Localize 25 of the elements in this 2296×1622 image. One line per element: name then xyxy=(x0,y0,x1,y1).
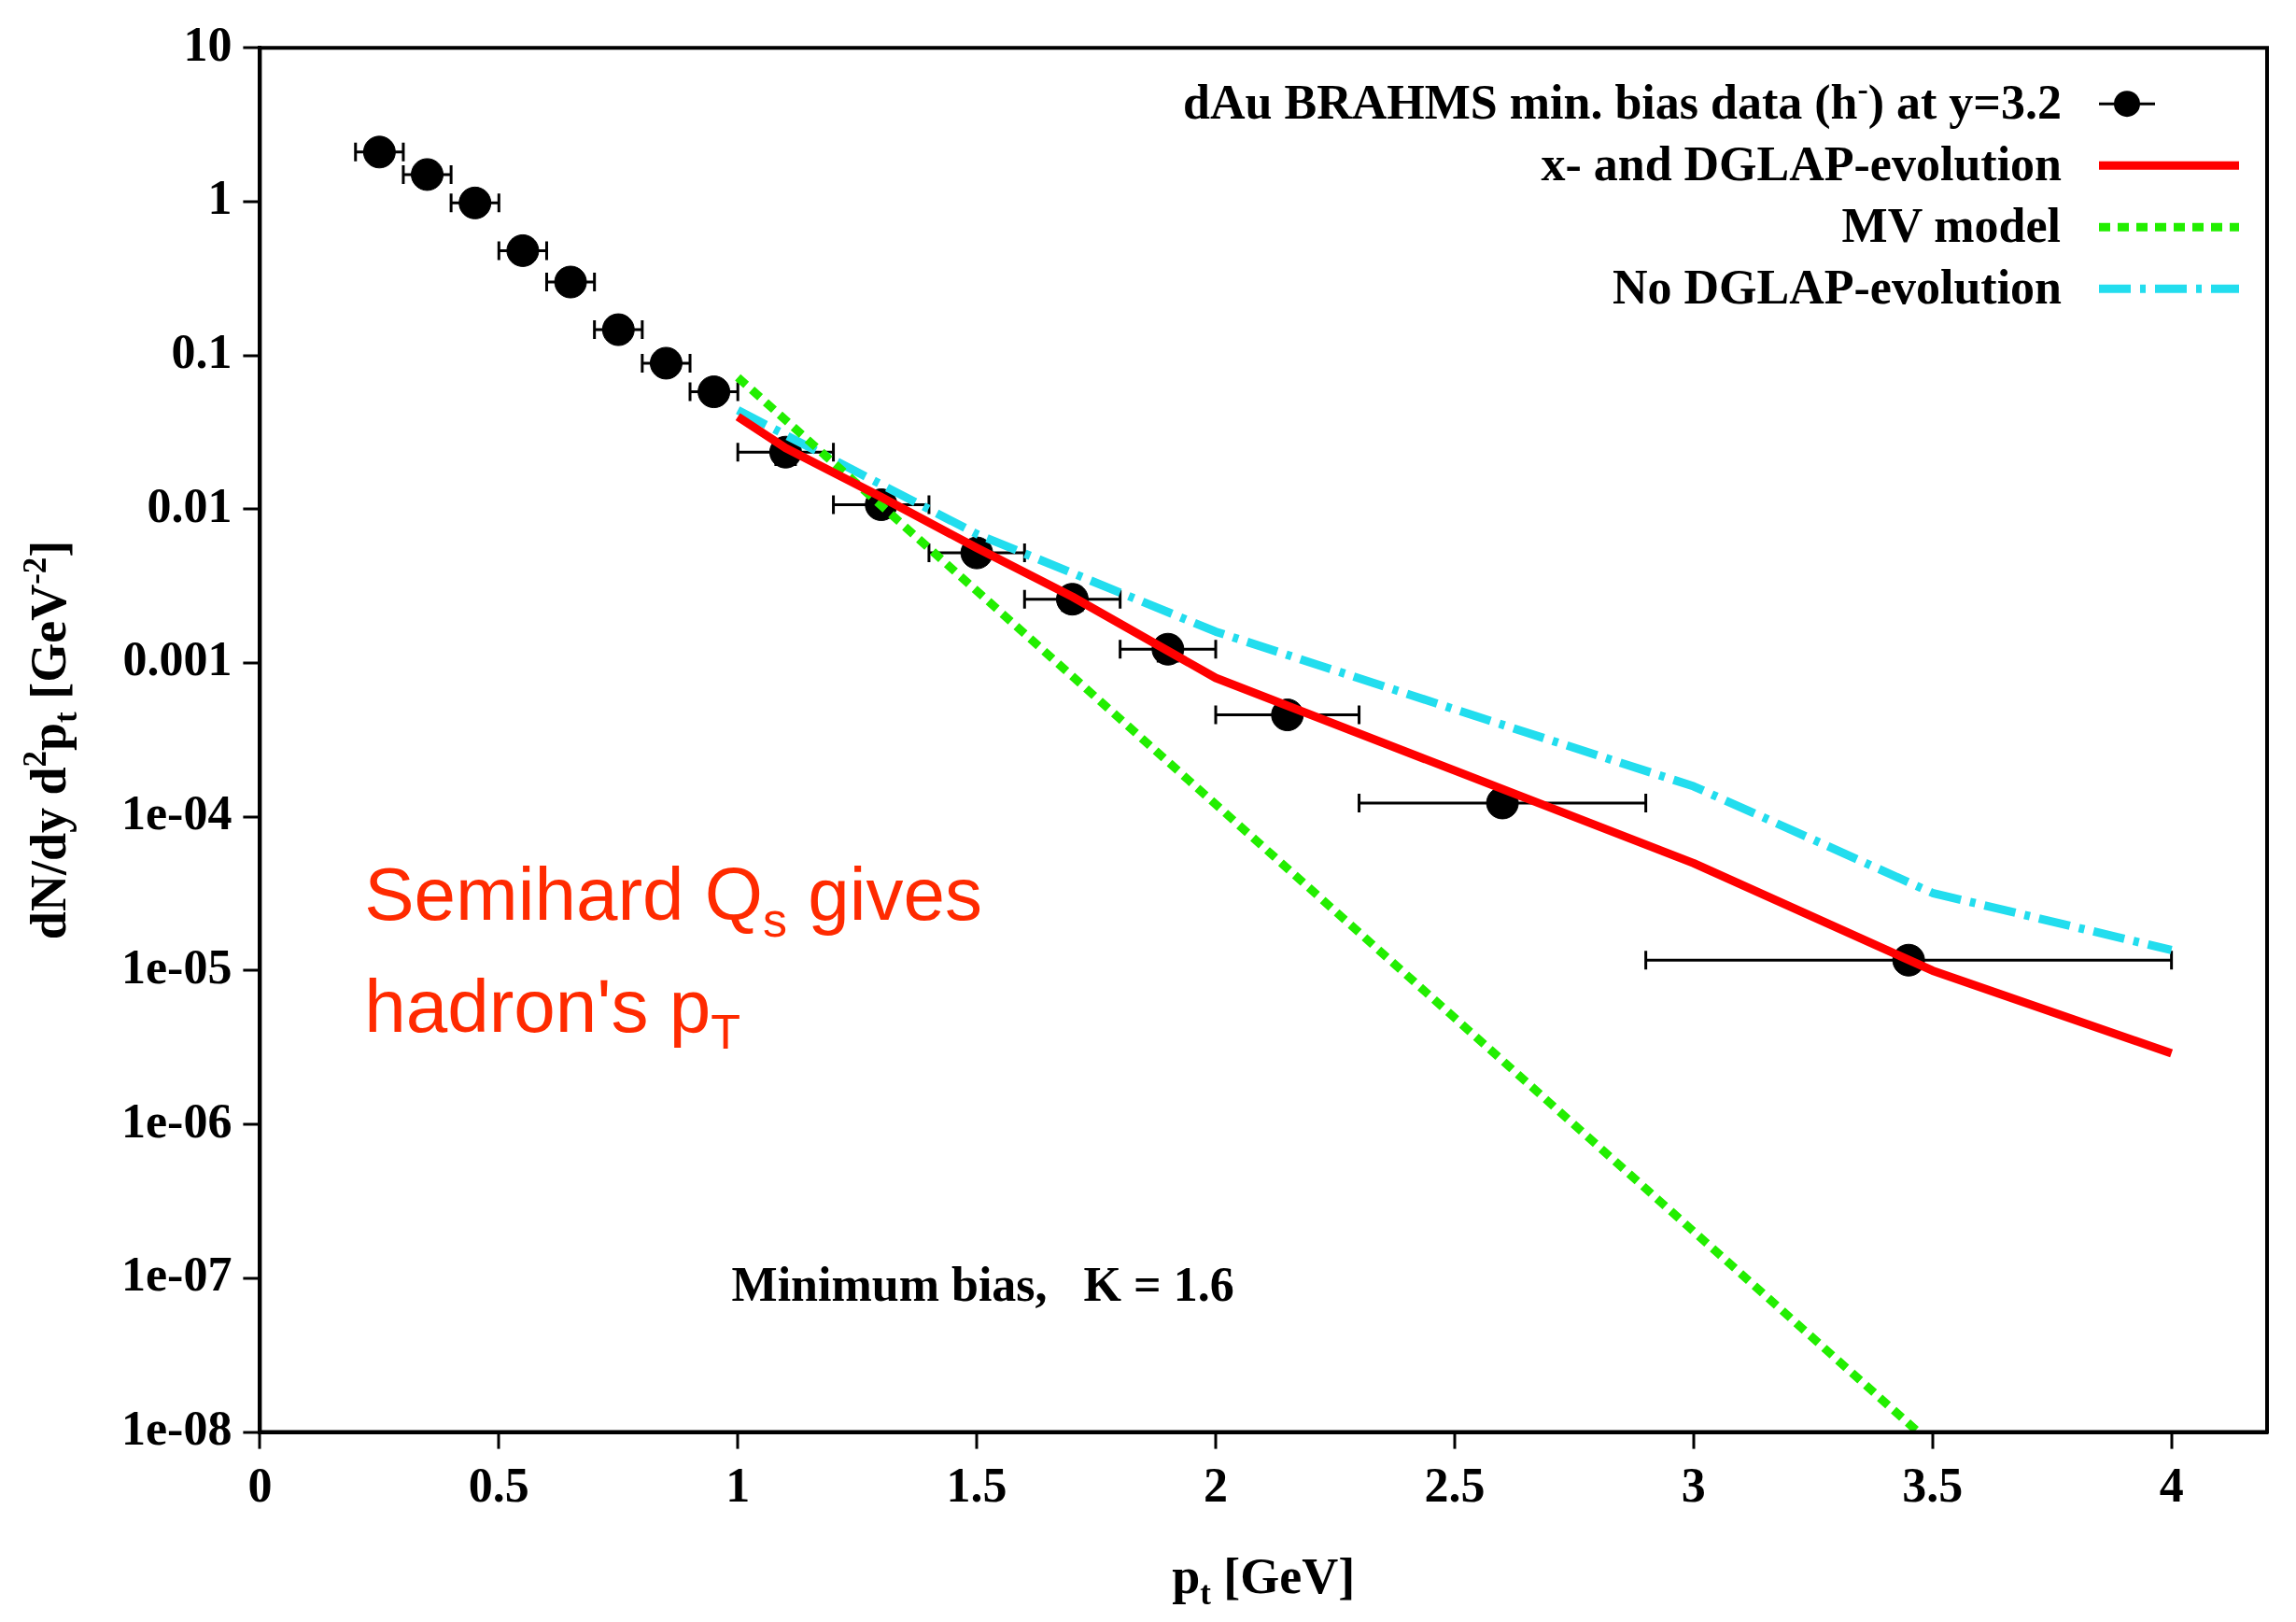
x-tick-label: 0 xyxy=(247,1459,273,1513)
legend-label: dAu BRAHMS min. bias data (h-) at y=3.2 xyxy=(1183,72,2062,131)
x-tick-label: 1.5 xyxy=(946,1459,1007,1513)
y-tick-label: 0.001 xyxy=(122,632,232,686)
y-tick-label: 1e-04 xyxy=(120,786,232,840)
annotation: Minimum bias, K = 1.6 xyxy=(731,1257,1234,1311)
x-tick-label: 2 xyxy=(1204,1459,1229,1513)
y-tick-label: 1e-06 xyxy=(120,1093,232,1148)
x-tick-label: 2.5 xyxy=(1424,1459,1486,1513)
x-tick-label: 1 xyxy=(725,1459,751,1513)
x-tick-label: 0.5 xyxy=(468,1459,529,1513)
x-tick-label: 3.5 xyxy=(1902,1459,1964,1513)
y-tick-label: 1e-08 xyxy=(120,1402,232,1456)
y-tick-label: 0.1 xyxy=(171,325,232,379)
y-tick-label: 1e-07 xyxy=(120,1248,232,1302)
legend-label: x- and DGLAP-evolution xyxy=(1541,137,2063,191)
legend-label: No DGLAP-evolution xyxy=(1613,261,2063,315)
legend-label: MV model xyxy=(1841,199,2062,253)
y-tick-label: 1 xyxy=(207,171,232,225)
x-tick-label: 3 xyxy=(1681,1459,1706,1513)
y-tick-label: 0.01 xyxy=(147,478,232,532)
y-tick-label: 10 xyxy=(183,17,232,71)
y-tick-label: 1e-05 xyxy=(120,939,232,994)
y-axis-title: dN/dy d2pt [GeV-2] xyxy=(17,540,84,940)
x-tick-label: 4 xyxy=(2159,1459,2184,1513)
